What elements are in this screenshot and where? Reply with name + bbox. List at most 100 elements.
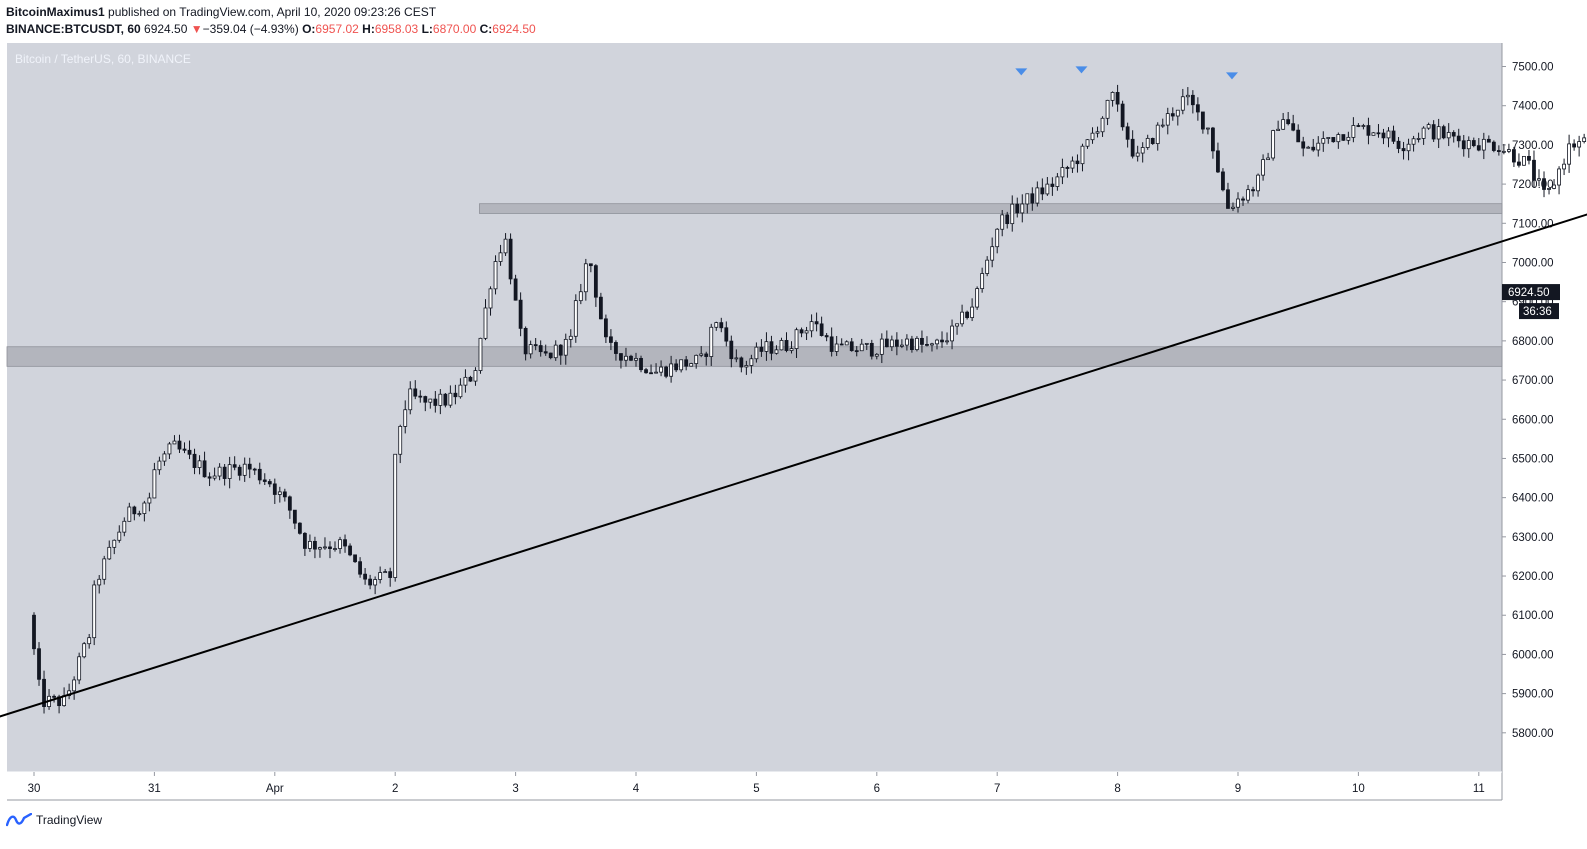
candle-body: [388, 571, 393, 578]
candle-body: [1517, 161, 1521, 166]
candle-body: [1562, 163, 1566, 170]
candle-body: [935, 339, 939, 345]
candle-body: [930, 343, 934, 346]
candle-body: [558, 344, 563, 356]
candle-body: [945, 340, 949, 343]
candle-body: [1577, 141, 1582, 148]
x-tick-label: 10: [1352, 783, 1365, 795]
candle-body: [859, 343, 864, 352]
candle-body: [42, 678, 46, 707]
candle-body: [1185, 94, 1190, 98]
candle-body: [689, 363, 694, 367]
candle-body: [1451, 132, 1456, 137]
candle-body: [488, 288, 493, 309]
price-axis: [1502, 43, 1587, 800]
candle-body: [87, 637, 92, 645]
candle-body: [272, 483, 277, 495]
candle-body: [398, 425, 403, 455]
candle-body: [1376, 132, 1381, 135]
candle-body: [1351, 125, 1356, 138]
candle-body: [338, 539, 342, 549]
candle-body: [152, 469, 157, 499]
candle-body: [172, 440, 177, 445]
candle-body: [704, 353, 709, 357]
candle-body: [1557, 168, 1561, 186]
y-tick-label: 7300.00: [1512, 140, 1554, 152]
candle-body: [418, 395, 423, 398]
candle-body: [1165, 113, 1170, 126]
candle-body: [1135, 152, 1140, 157]
candle-body: [302, 532, 307, 549]
candle-body: [639, 357, 643, 371]
candle-body: [920, 337, 924, 345]
low-label: L:: [421, 22, 433, 36]
candle-body: [187, 449, 192, 455]
candle-body: [127, 506, 132, 522]
candle-body: [604, 318, 608, 338]
candle-body: [1426, 124, 1431, 129]
candle-body: [428, 398, 433, 403]
candle-body: [72, 679, 77, 692]
candle-body: [257, 468, 262, 481]
candle-body: [624, 355, 628, 361]
candle-body: [97, 578, 102, 586]
candle-body: [1070, 160, 1075, 169]
candle-body: [965, 311, 969, 318]
low-value: 6870.00: [432, 22, 477, 36]
candle-body: [413, 388, 418, 397]
candle-body: [649, 372, 653, 375]
x-tick-label: 8: [1114, 783, 1120, 795]
candle-body: [879, 338, 884, 355]
candle-body: [809, 321, 814, 332]
ascending-trendline: [0, 213, 1587, 718]
candle-body: [1361, 125, 1366, 127]
x-tick-label: 4: [633, 783, 640, 795]
candle-body: [478, 337, 483, 371]
candle-body: [849, 341, 854, 352]
candles-group: [32, 84, 1587, 714]
candle-body: [814, 321, 819, 325]
candle-body: [222, 466, 227, 479]
x-tick-label: 2: [392, 783, 398, 795]
price-change: −359.04 (−4.93%): [202, 22, 299, 36]
tradingview-brand[interactable]: TradingView: [36, 813, 103, 827]
candle-body: [1040, 187, 1045, 195]
candle-body: [433, 398, 438, 406]
candle-body: [252, 468, 257, 471]
candle-body: [368, 578, 373, 586]
candle-body: [157, 460, 162, 471]
candle-body: [242, 463, 247, 476]
candle-body: [493, 261, 498, 290]
candle-body: [122, 520, 127, 533]
candle-body: [117, 531, 122, 541]
candle-body: [1486, 138, 1491, 143]
candle-body: [629, 355, 633, 361]
candle-body: [1311, 146, 1316, 151]
candle-body: [1552, 184, 1556, 189]
candle-body: [32, 614, 36, 650]
candle-body: [1381, 132, 1386, 139]
candle-body: [202, 460, 207, 478]
candle-body: [423, 396, 428, 403]
candle-body: [884, 338, 889, 348]
candle-body: [759, 346, 764, 352]
candle-body: [1216, 150, 1220, 173]
candle-body: [443, 393, 448, 406]
candle-body: [1060, 167, 1065, 178]
author-name[interactable]: BitcoinMaximus1: [6, 5, 105, 19]
candle-body: [588, 263, 593, 267]
candle-body: [207, 476, 212, 479]
candle-body: [1316, 142, 1321, 151]
candle-body: [1391, 130, 1396, 142]
candle-body: [77, 656, 82, 681]
candle-body: [483, 307, 488, 339]
candle-body: [177, 440, 182, 450]
candle-body: [1190, 94, 1195, 106]
candle-body: [373, 579, 378, 586]
candle-body: [277, 491, 282, 495]
candle-body: [970, 306, 975, 318]
candle-body: [1110, 92, 1115, 101]
candle-body: [894, 339, 899, 347]
x-tick-label: 30: [28, 783, 41, 795]
